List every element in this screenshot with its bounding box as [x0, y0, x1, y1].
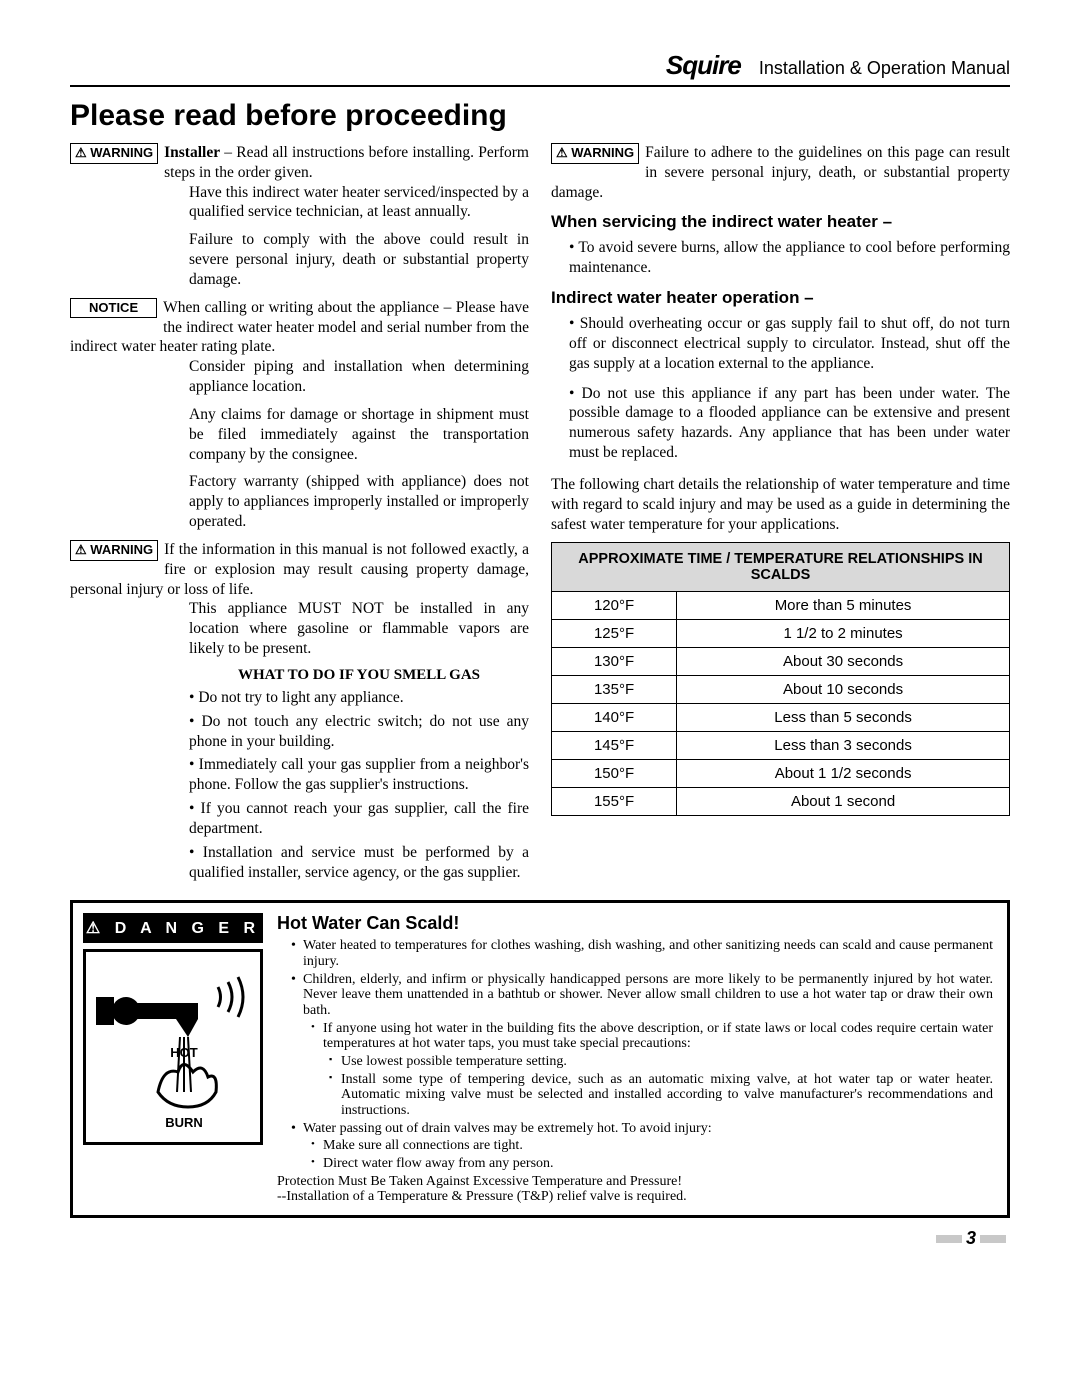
scald-table: APPROXIMATE TIME / TEMPERATURE RELATIONS…: [551, 542, 1010, 816]
danger-box: ⚠ D A N G E R HOT BURN: [70, 900, 1010, 1218]
table-row: 140°FLess than 5 seconds: [552, 704, 1010, 732]
gas-heading: WHAT TO DO IF YOU SMELL GAS: [189, 667, 529, 684]
table-row: 155°FAbout 1 second: [552, 788, 1010, 816]
gas-item: Immediately call your gas supplier from …: [189, 755, 529, 795]
danger-sub-bullet: If anyone using hot water in the buildin…: [311, 1021, 993, 1052]
warning1-text-c: Failure to comply with the above could r…: [189, 230, 529, 289]
danger-subsub-bullet: Install some type of tempering device, s…: [329, 1072, 993, 1119]
svg-text:HOT: HOT: [170, 1045, 198, 1060]
scald-heading: Hot Water Can Scald!: [277, 913, 993, 934]
scald-pictogram: HOT BURN: [83, 949, 263, 1145]
warning-badge: ⚠ WARNING: [551, 143, 639, 164]
brand-logo: Squire: [666, 50, 741, 81]
page-header: Squire Installation & Operation Manual: [70, 50, 1010, 87]
table-row: 135°FAbout 10 seconds: [552, 676, 1010, 704]
danger-bullet: Water heated to temperatures for clothes…: [291, 938, 993, 969]
svg-text:BURN: BURN: [165, 1115, 203, 1130]
danger-bullet: Water passing out of drain valves may be…: [291, 1121, 993, 1137]
warning-badge: ⚠ WARNING: [70, 540, 158, 561]
notice-text-d: Factory warranty (shipped with appliance…: [189, 472, 529, 531]
gas-item: If you cannot reach your gas supplier, c…: [189, 799, 529, 839]
gas-item: Installation and service must be perform…: [189, 843, 529, 883]
page-title: Please read before proceeding: [70, 99, 1010, 133]
right-column: ⚠ WARNING Failure to adhere to the guide…: [551, 143, 1010, 886]
operation-bullet: Do not use this appliance if any part ha…: [569, 384, 1010, 463]
warning1-text-a: Installer – Read all instructions before…: [164, 144, 529, 181]
servicing-heading: When servicing the indirect water heater…: [551, 212, 1010, 232]
operation-heading: Indirect water heater operation –: [551, 288, 1010, 308]
left-column: ⚠ WARNING Installer – Read all instructi…: [70, 143, 529, 886]
table-row: 125°F1 1/2 to 2 minutes: [552, 620, 1010, 648]
gas-item: Do not try to light any appliance.: [189, 688, 529, 708]
gas-item: Do not touch any electric switch; do not…: [189, 712, 529, 752]
table-title: APPROXIMATE TIME / TEMPERATURE RELATIONS…: [552, 543, 1010, 592]
notice-text-b: Consider piping and installation when de…: [189, 357, 529, 397]
operation-bullet: Should overheating occur or gas supply f…: [569, 314, 1010, 373]
table-row: 130°FAbout 30 seconds: [552, 648, 1010, 676]
danger-subsub-bullet: Use lowest possible temperature setting.: [329, 1054, 993, 1070]
table-row: 150°FAbout 1 1/2 seconds: [552, 760, 1010, 788]
servicing-bullet: To avoid severe burns, allow the applian…: [569, 238, 1010, 278]
table-row: 120°FMore than 5 minutes: [552, 592, 1010, 620]
gas-list: Do not try to light any appliance. Do no…: [189, 688, 529, 882]
manual-title: Installation & Operation Manual: [759, 58, 1010, 79]
page-number: 3: [70, 1228, 1010, 1249]
danger-footer: Protection Must Be Taken Against Excessi…: [277, 1174, 993, 1190]
warning1-text-b: Have this indirect water heater serviced…: [189, 183, 529, 223]
danger-list: Water heated to temperatures for clothes…: [277, 938, 993, 1205]
danger-sub-bullet: Direct water flow away from any person.: [311, 1156, 993, 1172]
danger-badge: ⚠ D A N G E R: [83, 913, 263, 943]
table-row: 145°FLess than 3 seconds: [552, 732, 1010, 760]
notice-badge: NOTICE: [70, 298, 157, 319]
notice-text-c: Any claims for damage or shortage in shi…: [189, 405, 529, 464]
danger-footer: --Installation of a Temperature & Pressu…: [277, 1189, 993, 1205]
danger-sub-bullet: Make sure all connections are tight.: [311, 1138, 993, 1154]
warning-badge: ⚠ WARNING: [70, 143, 158, 164]
warning2-text-b: This appliance MUST NOT be installed in …: [189, 599, 529, 658]
danger-bullet: Children, elderly, and infirm or physica…: [291, 972, 993, 1019]
chart-intro: The following chart details the relation…: [551, 475, 1010, 534]
